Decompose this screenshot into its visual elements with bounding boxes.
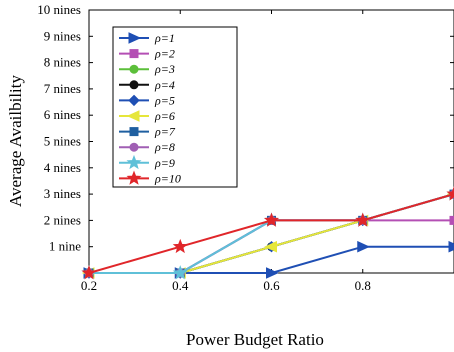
- legend-item: ρ=2: [119, 47, 175, 61]
- legend-item: ρ=9: [119, 154, 175, 170]
- legend-label: ρ=6: [154, 109, 175, 123]
- y-tick-label: 10 nines: [37, 2, 81, 17]
- y-tick-label: 9 nines: [44, 28, 81, 43]
- legend-item: ρ=6: [119, 109, 175, 123]
- legend-swatch-marker: [126, 110, 140, 122]
- y-tick-label: 7 nines: [44, 81, 81, 96]
- legend-label: ρ=8: [154, 140, 175, 154]
- x-tick-label: 0.8: [355, 278, 371, 293]
- legend-label: ρ=4: [154, 78, 175, 92]
- legend-swatch-marker: [128, 32, 142, 44]
- y-axis-label: Average Availbility: [6, 74, 25, 207]
- data-point: [449, 215, 454, 225]
- legend-label: ρ=10: [154, 171, 181, 185]
- legend-item: ρ=4: [119, 78, 175, 92]
- legend-item: ρ=1: [119, 31, 175, 45]
- data-point: [81, 265, 97, 280]
- series-layer: [81, 186, 454, 280]
- legend-label: ρ=2: [154, 47, 175, 61]
- data-point: [172, 265, 188, 280]
- y-tick-label: 1 nine: [49, 239, 81, 254]
- legend-label: ρ=7: [154, 125, 176, 139]
- legend-swatch-marker: [128, 94, 140, 107]
- y-tick-label: 3 nines: [44, 186, 81, 201]
- data-point: [266, 267, 279, 279]
- y-tick-label: 5 nines: [44, 134, 81, 149]
- x-axis: 0.2 0.4 0.6 0.8: [81, 10, 371, 293]
- y-tick-label: 4 nines: [44, 160, 81, 175]
- legend: ρ=1 ρ=2ρ=3 ρ=4ρ=5 ρ=6 ρ=7ρ=8 ρ=9ρ=10: [112, 26, 238, 188]
- x-tick-label: 0.2: [81, 278, 97, 293]
- legend-swatch-marker: [129, 127, 139, 137]
- legend-item: ρ=7: [119, 125, 176, 139]
- y-tick-label: 2 nines: [44, 212, 81, 227]
- legend-swatch-marker: [129, 49, 139, 59]
- legend-swatch-marker: [129, 142, 139, 152]
- legend-label: ρ=9: [154, 156, 175, 170]
- data-point: [264, 240, 277, 253]
- data-point: [448, 240, 454, 253]
- data-point: [355, 212, 371, 227]
- y-tick-label: 8 nines: [44, 55, 81, 70]
- data-point: [446, 186, 454, 201]
- legend-label: ρ=5: [154, 93, 175, 107]
- legend-label: ρ=1: [154, 31, 175, 45]
- legend-item: ρ=8: [119, 140, 175, 154]
- legend-item: ρ=10: [119, 170, 181, 185]
- y-axis: 1 nine 2 nines 3 nines 4 nines 5 nines 6 nine…: [37, 2, 454, 254]
- legend-label: ρ=3: [154, 62, 175, 76]
- legend-swatch-marker: [126, 170, 142, 185]
- x-axis-label: Power Budget Ratio: [186, 330, 324, 349]
- x-tick-label: 0.4: [172, 278, 189, 293]
- series-10: [81, 186, 454, 280]
- data-point: [264, 212, 279, 227]
- legend-swatch-marker: [129, 64, 139, 74]
- legend-item: ρ=3: [119, 62, 175, 76]
- data-point: [172, 238, 188, 254]
- legend-item: ρ=5: [119, 93, 175, 107]
- y-tick-label: 6 nines: [44, 107, 81, 122]
- data-point: [357, 240, 370, 253]
- legend-swatch-marker: [126, 154, 142, 170]
- x-tick-label: 0.6: [263, 278, 280, 293]
- legend-swatch-marker: [129, 80, 139, 90]
